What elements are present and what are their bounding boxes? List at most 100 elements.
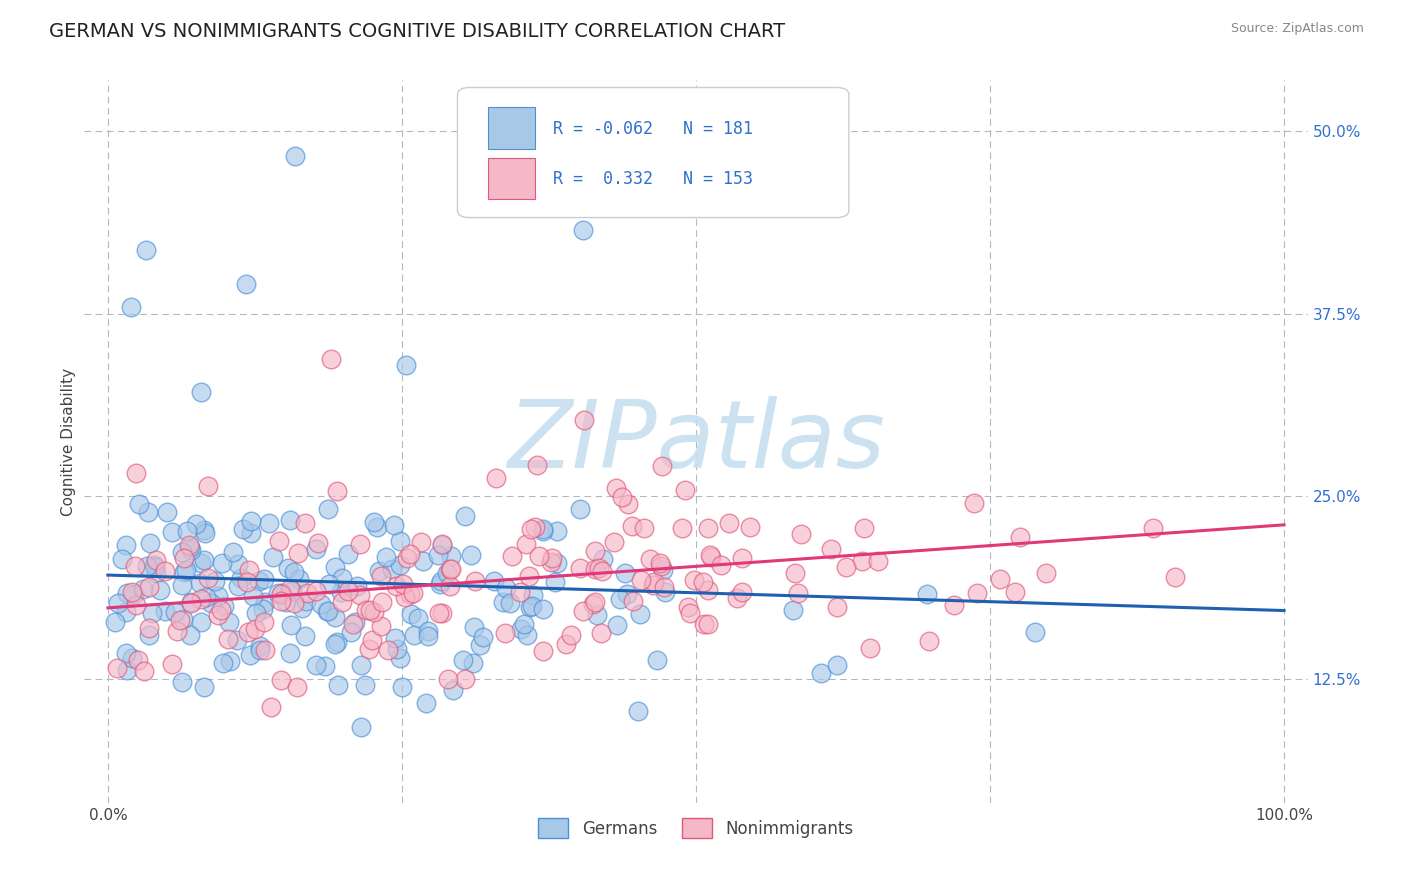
Point bbox=[349, 536, 371, 550]
Point bbox=[492, 595, 515, 609]
Point bbox=[170, 544, 193, 558]
Point bbox=[350, 720, 373, 734]
Point bbox=[283, 565, 305, 579]
Point bbox=[439, 562, 461, 576]
Point bbox=[533, 602, 555, 616]
Point bbox=[697, 583, 720, 598]
Point bbox=[603, 534, 626, 549]
Point bbox=[284, 149, 307, 163]
Point bbox=[384, 579, 406, 593]
Point bbox=[280, 618, 302, 632]
Point bbox=[115, 538, 138, 552]
Point bbox=[392, 577, 415, 591]
Point bbox=[571, 223, 593, 237]
Point bbox=[472, 630, 495, 644]
Point bbox=[173, 565, 195, 579]
Point bbox=[325, 637, 347, 651]
Point bbox=[160, 657, 183, 672]
Point bbox=[311, 597, 333, 611]
Point bbox=[253, 572, 276, 586]
Point bbox=[866, 554, 889, 568]
Point bbox=[342, 617, 364, 632]
Point bbox=[316, 604, 339, 618]
Point bbox=[786, 586, 808, 600]
Point bbox=[501, 549, 523, 563]
Point bbox=[568, 560, 591, 574]
Point bbox=[519, 569, 541, 583]
Point bbox=[330, 571, 353, 585]
Point bbox=[278, 513, 301, 527]
Point bbox=[242, 589, 264, 603]
Point bbox=[463, 620, 485, 634]
Point bbox=[136, 559, 159, 574]
Point bbox=[307, 535, 329, 549]
Point bbox=[340, 624, 363, 639]
Point bbox=[318, 501, 340, 516]
Point bbox=[155, 505, 177, 519]
Point bbox=[440, 549, 463, 563]
Point bbox=[249, 640, 271, 654]
Point bbox=[316, 604, 339, 618]
Point bbox=[141, 606, 163, 620]
Point bbox=[128, 497, 150, 511]
Point bbox=[281, 584, 304, 599]
Point bbox=[172, 612, 194, 626]
Point bbox=[270, 593, 292, 607]
Point bbox=[336, 583, 359, 598]
Point bbox=[710, 558, 733, 573]
Point bbox=[115, 664, 138, 678]
Point bbox=[259, 516, 281, 530]
Point bbox=[412, 554, 434, 568]
Point bbox=[222, 545, 245, 559]
Point bbox=[738, 520, 761, 534]
Point bbox=[783, 566, 806, 581]
Point bbox=[651, 563, 673, 577]
Point bbox=[643, 574, 665, 589]
Bar bbox=[488, 107, 534, 149]
Point bbox=[415, 696, 437, 710]
Point bbox=[406, 610, 429, 624]
Point bbox=[124, 587, 146, 601]
FancyBboxPatch shape bbox=[457, 87, 849, 218]
Point bbox=[654, 585, 676, 599]
Point bbox=[436, 672, 458, 686]
Point bbox=[190, 556, 212, 570]
Point bbox=[1164, 570, 1187, 584]
Point bbox=[627, 704, 650, 718]
Point bbox=[330, 594, 353, 608]
Point bbox=[285, 681, 308, 695]
Point bbox=[153, 605, 176, 619]
Point bbox=[546, 524, 568, 538]
Point bbox=[529, 549, 551, 564]
Point bbox=[679, 607, 702, 621]
Point bbox=[533, 644, 555, 658]
Point bbox=[319, 351, 342, 366]
Point bbox=[107, 596, 129, 610]
Point bbox=[651, 459, 673, 474]
Point bbox=[138, 621, 160, 635]
Point bbox=[432, 537, 454, 551]
Point bbox=[810, 666, 832, 681]
Point bbox=[177, 538, 200, 552]
Point bbox=[245, 622, 267, 636]
Point bbox=[295, 586, 318, 600]
Point bbox=[918, 633, 941, 648]
Point bbox=[231, 571, 253, 585]
Point bbox=[652, 580, 675, 594]
Point bbox=[391, 681, 413, 695]
Point bbox=[606, 618, 628, 632]
Point bbox=[121, 585, 143, 599]
Point bbox=[515, 537, 537, 551]
Point bbox=[692, 575, 714, 590]
Point bbox=[430, 574, 453, 588]
Point bbox=[138, 536, 160, 550]
Point bbox=[247, 574, 270, 589]
Point bbox=[531, 522, 554, 536]
Point bbox=[173, 551, 195, 566]
Point bbox=[212, 656, 235, 670]
Point bbox=[399, 607, 422, 621]
Point bbox=[200, 596, 222, 610]
Point bbox=[416, 629, 439, 643]
Point bbox=[190, 591, 212, 606]
Point bbox=[541, 550, 564, 565]
